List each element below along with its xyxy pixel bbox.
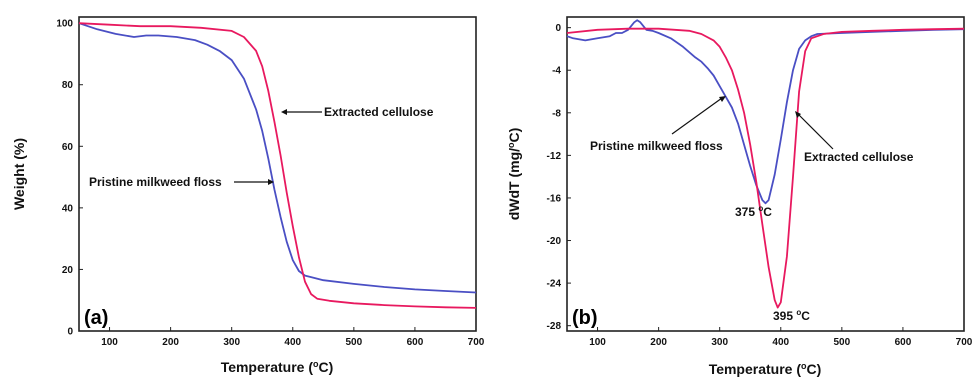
panel-b-pristine-annotation: Pristine milkweed floss bbox=[590, 139, 723, 153]
panel-a-cellulose-annotation: Extracted cellulose bbox=[324, 105, 434, 119]
panel-a-y-tick-label: 80 bbox=[62, 80, 74, 91]
panel-a-pristine-arrowhead bbox=[268, 179, 274, 185]
panel-a-x-tick-label: 300 bbox=[223, 337, 240, 348]
panel-b-y-tick-label: -8 bbox=[552, 108, 561, 119]
panel-b-label: (b) bbox=[572, 307, 598, 329]
panel-a-x-tick-label: 600 bbox=[407, 337, 424, 348]
panel-b-x-tick-label: 100 bbox=[589, 337, 606, 348]
panel-b-frame bbox=[566, 16, 965, 332]
panel-b-cellulose-arrowhead bbox=[795, 111, 801, 118]
panel-a-x-tick-label: 200 bbox=[162, 337, 179, 348]
panel-b-pristine-pointer bbox=[671, 97, 723, 135]
panel-a-label: (a) bbox=[84, 307, 108, 329]
panel-b-cellulose-annotation: Extracted cellulose bbox=[804, 150, 914, 164]
panel-b-peak-395-label: 395 oC bbox=[773, 308, 810, 323]
panel-a-pristine-annotation: Pristine milkweed floss bbox=[89, 175, 222, 189]
panel-b-cellulose-pointer bbox=[797, 113, 834, 150]
panel-b-y-tick-label: 0 bbox=[555, 23, 561, 34]
panel-a-x-tick-label: 500 bbox=[346, 337, 363, 348]
panel-a-series bbox=[78, 22, 477, 309]
panel-a-series-line-cellulose bbox=[78, 22, 477, 309]
panel-a-y-tick-label: 20 bbox=[62, 265, 74, 276]
panel-a-ticks: 100 200 300 400 500 600 700 0 20 40 60 80 100 bbox=[56, 19, 484, 348]
panel-b-x-tick-label: 600 bbox=[895, 337, 912, 348]
panel-b-series-line-pristine bbox=[566, 19, 965, 205]
panel-a-x-tick-label: 400 bbox=[284, 337, 301, 348]
panel-a-y-axis-title: Weight (%) bbox=[11, 138, 27, 210]
panel-a-series-line-pristine bbox=[78, 22, 477, 294]
panel-b-x-axis-title: Temperature (oC) bbox=[709, 361, 822, 377]
panel-b-series bbox=[566, 19, 965, 309]
panel-a-y-tick-label: 0 bbox=[67, 327, 73, 338]
panel-b: 100 200 300 400 500 600 700 0 -4 -8 -12 -16 -20 -24 -2… bbox=[506, 16, 972, 377]
panel-b-ticks: 100 200 300 400 500 600 700 0 -4 -8 -12 -16 -20 -24 -2… bbox=[547, 23, 972, 348]
panel-b-x-tick-label: 700 bbox=[956, 337, 972, 348]
panel-a-x-axis-title: Temperature (oC) bbox=[221, 359, 334, 375]
panel-b-peak-375-label: 375 oC bbox=[735, 204, 772, 219]
panel-b-y-tick-label: -4 bbox=[552, 66, 561, 77]
panel-b-y-tick-label: -20 bbox=[547, 236, 562, 247]
panel-b-y-tick-label: -16 bbox=[547, 193, 562, 204]
panel-a-cellulose-arrowhead bbox=[281, 109, 287, 115]
panel-b-y-tick-label: -28 bbox=[547, 321, 562, 332]
panel-b-x-tick-label: 500 bbox=[834, 337, 851, 348]
panel-b-x-tick-label: 200 bbox=[650, 337, 667, 348]
panel-b-x-tick-label: 400 bbox=[772, 337, 789, 348]
panel-b-x-tick-label: 300 bbox=[711, 337, 728, 348]
panel-a-y-tick-label: 40 bbox=[62, 203, 74, 214]
panel-b-y-tick-label: -24 bbox=[547, 279, 562, 290]
panel-a-y-tick-label: 100 bbox=[56, 19, 73, 30]
panel-b-pristine-arrowhead bbox=[719, 96, 726, 102]
panel-b-y-axis-title: dWdT (mg/oC) bbox=[506, 128, 522, 221]
panel-b-series-line-cellulose bbox=[566, 27, 965, 309]
panel-a-x-tick-label: 700 bbox=[468, 337, 485, 348]
panel-a-x-tick-label: 100 bbox=[101, 337, 118, 348]
panel-a-frame bbox=[78, 16, 477, 332]
panel-a: 100 200 300 400 500 600 700 0 20 40 60 80 100 Weight… bbox=[11, 16, 485, 375]
panel-a-y-tick-label: 60 bbox=[62, 142, 74, 153]
panel-b-y-tick-label: -12 bbox=[547, 151, 562, 162]
